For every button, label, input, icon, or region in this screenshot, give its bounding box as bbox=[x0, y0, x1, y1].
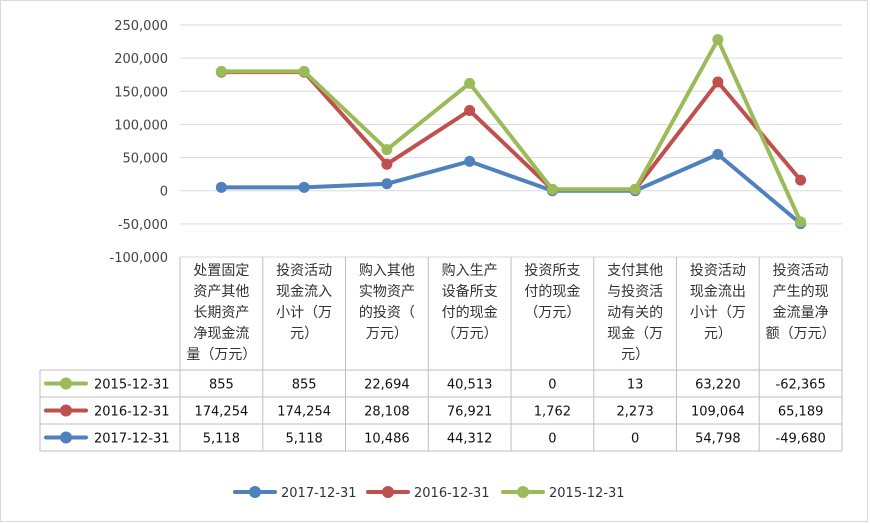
category-label: 的投资（ bbox=[359, 305, 415, 321]
data-point bbox=[298, 65, 310, 77]
category-label: 处置固定 bbox=[193, 263, 249, 279]
category-label: （万元） bbox=[524, 305, 580, 321]
category-label: 产生的现 bbox=[773, 284, 829, 300]
category-label: 动有关的 bbox=[607, 305, 663, 321]
data-point bbox=[464, 105, 476, 117]
table-series-name: 2016-12-31 bbox=[94, 405, 170, 420]
table-cell-value: 28,108 bbox=[364, 405, 410, 420]
table-cell-value: 54,798 bbox=[695, 432, 741, 447]
data-point bbox=[381, 158, 393, 170]
table-cell-value: 0 bbox=[548, 432, 556, 447]
category-label: 购入其他 bbox=[359, 263, 415, 279]
legend-key-marker bbox=[382, 486, 394, 498]
table-cell-value: 855 bbox=[209, 378, 234, 393]
table-cell-value: 0 bbox=[631, 432, 639, 447]
table-cell-value: 63,220 bbox=[695, 378, 741, 393]
category-label: 投资活动 bbox=[773, 263, 829, 279]
category-label: 现金流出 bbox=[690, 284, 746, 300]
category-label: 长期资产 bbox=[193, 305, 249, 321]
table-cell-value: 855 bbox=[292, 378, 317, 393]
table-cell-value: 5,118 bbox=[203, 432, 240, 447]
table-cell-value: 174,254 bbox=[277, 405, 331, 420]
table-cell-value: -49,680 bbox=[776, 432, 826, 447]
data-point bbox=[215, 65, 227, 77]
category-label: （万元） bbox=[442, 326, 498, 342]
table-legend-key-marker bbox=[60, 377, 72, 390]
table-cell-value: 40,513 bbox=[447, 378, 493, 393]
table-cell-value: -62,365 bbox=[776, 378, 826, 393]
category-label: 支付其他 bbox=[607, 263, 663, 279]
category-label: 元） bbox=[704, 326, 732, 342]
table-cell-value: 2,273 bbox=[617, 405, 654, 420]
table-legend-key-marker bbox=[60, 404, 72, 417]
table-cell-value: 174,254 bbox=[194, 405, 248, 420]
table-cell-value: 10,486 bbox=[364, 432, 410, 447]
category-label: 与投资活 bbox=[607, 284, 663, 300]
category-label: 元） bbox=[290, 326, 318, 342]
category-label: 资产其他 bbox=[193, 284, 249, 300]
data-point bbox=[215, 181, 227, 193]
table-cell-value: 13 bbox=[627, 378, 644, 393]
y-tick-label: 250,000 bbox=[114, 19, 168, 34]
category-label: 元） bbox=[621, 347, 649, 363]
y-tick-label: 50,000 bbox=[123, 152, 169, 167]
category-label: 现金流入 bbox=[276, 284, 332, 300]
table-cell-value: 44,312 bbox=[447, 432, 493, 447]
legend-key-marker bbox=[517, 486, 529, 498]
legend-label: 2016-12-31 bbox=[414, 486, 490, 501]
category-label: 小计（万 bbox=[276, 305, 332, 321]
table-series-name: 2017-12-31 bbox=[94, 432, 170, 447]
table-series-name: 2015-12-31 bbox=[94, 378, 170, 393]
y-tick-label: 150,000 bbox=[114, 85, 168, 100]
table-cell-value: 76,921 bbox=[447, 405, 493, 420]
legend-label: 2017-12-31 bbox=[281, 486, 357, 501]
table-cell-value: 0 bbox=[548, 378, 556, 393]
data-point bbox=[464, 155, 476, 167]
category-label: 付的现金 bbox=[524, 284, 580, 300]
data-point bbox=[795, 174, 807, 186]
table-cell-value: 1,762 bbox=[534, 405, 571, 420]
category-label: 额（万元） bbox=[766, 326, 836, 342]
category-label: 实物资产 bbox=[359, 284, 415, 300]
category-label: 现金（万 bbox=[607, 326, 663, 342]
y-tick-label: 100,000 bbox=[114, 118, 168, 133]
data-point bbox=[795, 216, 807, 228]
table-cell-value: 5,118 bbox=[286, 432, 323, 447]
data-point bbox=[464, 77, 476, 89]
category-label: 万元） bbox=[366, 326, 408, 342]
data-point bbox=[712, 76, 724, 88]
y-tick-label: -50,000 bbox=[118, 218, 168, 233]
table-cell-value: 109,064 bbox=[691, 405, 745, 420]
y-tick-label: 0 bbox=[160, 185, 168, 200]
category-label: 量（万元） bbox=[186, 347, 256, 363]
category-label: 设备所支 bbox=[442, 283, 498, 300]
series-line bbox=[221, 152, 802, 226]
y-tick-label: -100,000 bbox=[110, 251, 168, 266]
category-label: 投资活动 bbox=[276, 263, 332, 279]
table-legend-key-marker bbox=[60, 431, 72, 444]
data-point bbox=[298, 181, 310, 193]
category-label: 小计（万 bbox=[690, 305, 746, 321]
legend-key-marker bbox=[249, 486, 261, 498]
table-cell-value: 65,189 bbox=[778, 405, 824, 420]
data-point bbox=[712, 148, 724, 160]
data-point bbox=[629, 183, 641, 195]
series-line bbox=[221, 70, 803, 192]
data-point bbox=[546, 183, 558, 195]
series-line bbox=[221, 37, 803, 223]
category-label: 投资活动 bbox=[690, 263, 746, 279]
y-tick-label: 200,000 bbox=[114, 52, 168, 67]
data-point bbox=[381, 178, 393, 190]
data-point bbox=[712, 34, 724, 46]
legend-label: 2015-12-31 bbox=[549, 486, 625, 501]
category-label: 金流量净 bbox=[773, 305, 829, 321]
category-label: 购入生产 bbox=[442, 263, 498, 279]
category-label: 净现金流 bbox=[193, 326, 249, 342]
category-label: 付的现金 bbox=[442, 305, 498, 321]
table-cell-value: 22,694 bbox=[364, 378, 410, 393]
category-label: 投资所支 bbox=[524, 263, 580, 279]
data-point bbox=[381, 144, 393, 156]
